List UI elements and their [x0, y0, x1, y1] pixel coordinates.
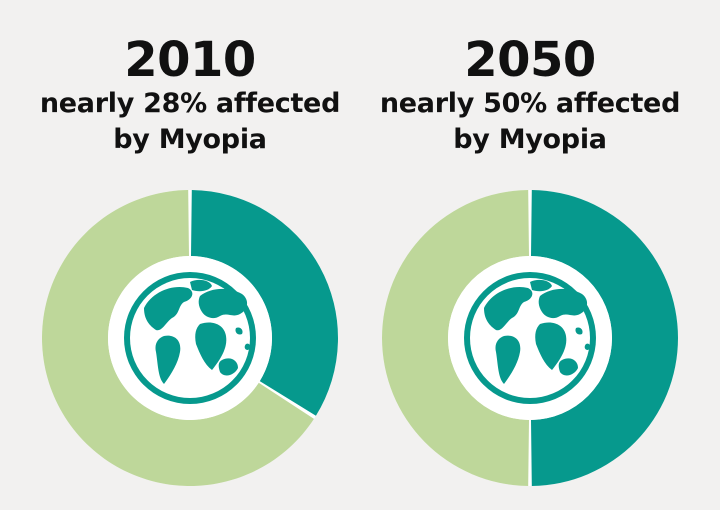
subtitle-line-1: nearly 50% affected [379, 88, 681, 119]
subtitle-line-1: nearly 28% affected [39, 88, 341, 119]
subtitle-line-2: by Myopia [113, 124, 267, 155]
donut-svg [41, 190, 338, 487]
globe-icon [124, 272, 256, 404]
donut-chart-2010 [40, 188, 340, 488]
panel-2010: 2010 nearly 28% affected by Myopia [20, 0, 360, 510]
subtitle-line-2: by Myopia [453, 124, 607, 155]
donut-slice-affected [531, 190, 679, 486]
donut-chart-2050 [380, 188, 680, 488]
panel-2050: 2050 nearly 50% affected by Myopia [360, 0, 700, 510]
globe-icon [464, 272, 596, 404]
donut-svg [381, 190, 679, 486]
donut-slice-not-affected [381, 190, 529, 486]
donut-slice-affected [191, 190, 338, 416]
year-title: 2050 [464, 32, 596, 88]
year-title: 2010 [124, 32, 256, 88]
donut-slice-not-affected [41, 190, 314, 487]
